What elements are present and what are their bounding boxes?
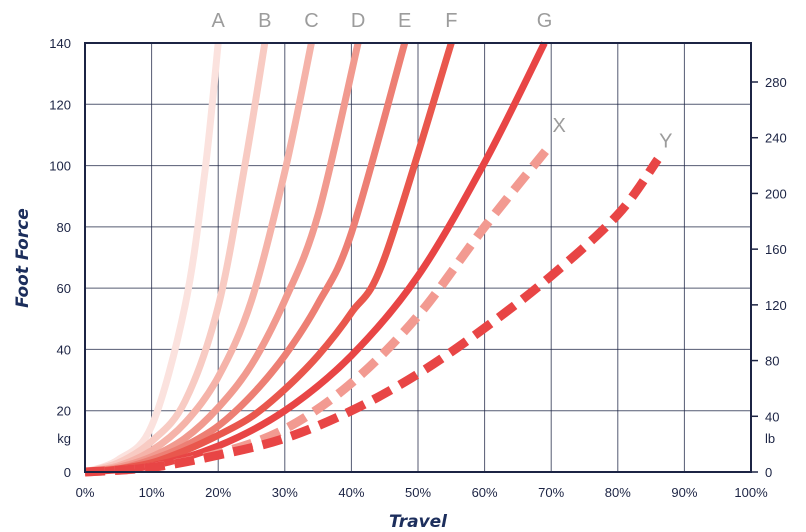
x-tick-label: 20% bbox=[205, 485, 231, 500]
plot-frame bbox=[84, 42, 752, 473]
series-label-c: C bbox=[304, 10, 318, 32]
x-tick-label: 80% bbox=[605, 485, 631, 500]
series-label-e: E bbox=[398, 10, 411, 32]
y2-tick-label: 200 bbox=[765, 186, 787, 201]
y2-tick-label: 280 bbox=[765, 75, 787, 90]
series-lines bbox=[83, 41, 662, 477]
x-tick-label: 60% bbox=[472, 485, 498, 500]
series-label-y: Y bbox=[659, 130, 672, 152]
x-tick-label: 0% bbox=[76, 485, 95, 500]
x-tick-label: 40% bbox=[338, 485, 364, 500]
series-label-a: A bbox=[212, 10, 226, 32]
y-tick-label: 40 bbox=[57, 342, 71, 357]
y-tick-label: 60 bbox=[57, 281, 71, 296]
y-unit-label: kg bbox=[57, 431, 71, 446]
series-label-f: F bbox=[445, 10, 457, 32]
series-label-d: D bbox=[351, 10, 365, 32]
y-tick-label: 100 bbox=[49, 159, 71, 174]
series-line-c bbox=[84, 42, 315, 476]
series-line-g bbox=[84, 41, 548, 476]
grid-lines bbox=[85, 43, 751, 472]
series-line-x bbox=[84, 141, 555, 477]
y2-tick-label: 240 bbox=[765, 131, 787, 146]
series-label-g: G bbox=[537, 10, 553, 32]
y-tick-label: 20 bbox=[57, 404, 71, 419]
y-tick-label: 140 bbox=[49, 36, 71, 51]
x-axis-title: Travel bbox=[389, 512, 448, 532]
x-tick-label: 100% bbox=[734, 485, 768, 500]
x-tick-label: 10% bbox=[139, 485, 165, 500]
y-tick-label: 120 bbox=[49, 97, 71, 112]
x-tick-label: 50% bbox=[405, 485, 431, 500]
y-tick-label: 80 bbox=[57, 220, 71, 235]
y2-tick-label: 0 bbox=[765, 465, 772, 480]
y2-tick-label: 120 bbox=[765, 298, 787, 313]
x-tick-label: 90% bbox=[671, 485, 697, 500]
series-label-x: X bbox=[553, 115, 566, 137]
series-line-f bbox=[84, 41, 455, 476]
axis-ticks: 0% 10% 20% 30% 40% 50% 60% 70% 80% 90% 100% 0 20 40 60… bbox=[49, 36, 786, 500]
y2-tick-label: 160 bbox=[765, 242, 787, 257]
y2-tick-label: 40 bbox=[765, 409, 779, 424]
y2-unit-label: lb bbox=[765, 431, 775, 446]
series-line-y bbox=[84, 156, 662, 477]
y-axis-title: Foot Force bbox=[13, 208, 33, 308]
series-labels: A B C D E F G X Y bbox=[212, 10, 673, 152]
x-tick-label: 30% bbox=[272, 485, 298, 500]
x-tick-label: 70% bbox=[538, 485, 564, 500]
y-tick-label: 0 bbox=[64, 465, 71, 480]
series-label-b: B bbox=[258, 10, 271, 32]
y2-tick-label: 80 bbox=[765, 354, 779, 369]
